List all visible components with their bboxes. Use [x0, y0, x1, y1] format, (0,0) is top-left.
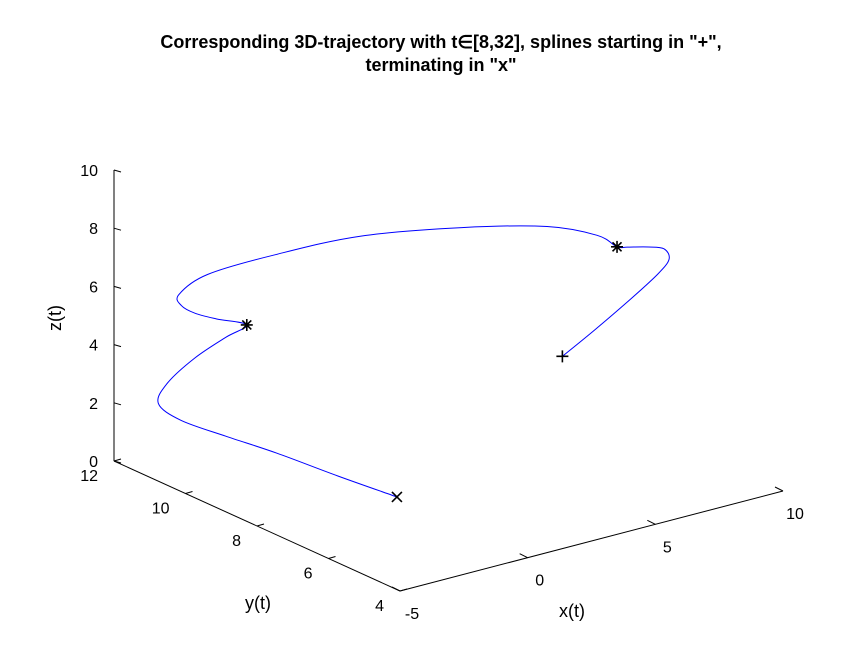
x-tick-label: 10	[786, 506, 804, 523]
tick-labels: 0 2 4 6 8 10 4 6 8 10 12 -5 0 5 10	[80, 163, 804, 623]
x-axis-label: x(t)	[559, 601, 585, 621]
z-tick-label: 10	[80, 163, 98, 180]
z-tick-mark	[113, 402, 122, 406]
axes	[113, 170, 784, 592]
trajectory-series-line	[157, 225, 670, 498]
x-tick-mark	[519, 553, 528, 559]
chart-title-line-1: Corresponding 3D-trajectory with t∈[8,32…	[160, 32, 721, 52]
y-tick-label: 10	[152, 501, 170, 518]
z-tick-label: 2	[89, 396, 98, 413]
knot-asterisk-marker	[240, 318, 253, 331]
y-tick-label: 4	[375, 598, 384, 615]
y-tick-label: 12	[80, 468, 98, 485]
knot-asterisk-marker	[611, 240, 624, 253]
z-tick-mark	[113, 285, 122, 289]
z-axis-label: z(t)	[45, 305, 65, 331]
x-tick-label: 5	[663, 539, 672, 556]
end-x-marker	[391, 491, 403, 503]
x-tick-mark	[391, 586, 401, 592]
y-axis-label: y(t)	[245, 593, 271, 613]
y-tick-mark	[399, 588, 408, 592]
y-tick-mark	[113, 458, 122, 462]
trajectory-markers	[240, 240, 624, 503]
z-tick-label: 4	[89, 338, 98, 355]
tick-marks	[113, 169, 784, 592]
start-plus-marker	[556, 350, 569, 363]
z-tick-label: 0	[89, 454, 98, 471]
z-tick-mark	[113, 169, 122, 173]
x-tick-label: -5	[405, 606, 419, 623]
z-tick-mark	[113, 227, 122, 231]
x-tick-label: 0	[535, 573, 544, 590]
z-tick-mark	[113, 344, 122, 348]
y-tick-mark	[328, 556, 336, 559]
x-tick-mark	[647, 519, 656, 525]
y-tick-label: 6	[304, 566, 313, 583]
z-tick-label: 6	[89, 279, 98, 296]
y-tick-label: 8	[232, 533, 241, 550]
x-tick-mark	[774, 486, 784, 492]
chart-title-line-2: terminating in "x"	[365, 55, 516, 75]
z-tick-label: 8	[89, 221, 98, 238]
y-tick-mark	[256, 523, 265, 527]
z-tick-mark	[113, 460, 122, 464]
x-axis-line	[399, 490, 784, 592]
y-tick-mark	[185, 491, 193, 494]
